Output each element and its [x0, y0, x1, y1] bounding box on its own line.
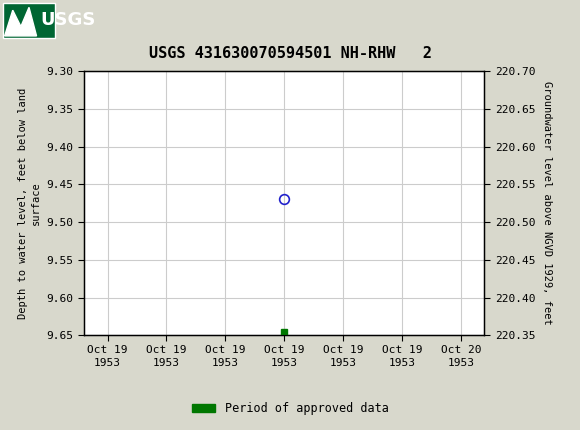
- Text: USGS 431630070594501 NH-RHW   2: USGS 431630070594501 NH-RHW 2: [148, 46, 432, 61]
- Y-axis label: Depth to water level, feet below land
surface: Depth to water level, feet below land su…: [18, 88, 41, 319]
- Y-axis label: Groundwater level above NGVD 1929, feet: Groundwater level above NGVD 1929, feet: [542, 81, 552, 325]
- FancyBboxPatch shape: [3, 3, 55, 37]
- Legend: Period of approved data: Period of approved data: [187, 397, 393, 420]
- Text: USGS: USGS: [41, 12, 96, 29]
- Polygon shape: [5, 7, 37, 36]
